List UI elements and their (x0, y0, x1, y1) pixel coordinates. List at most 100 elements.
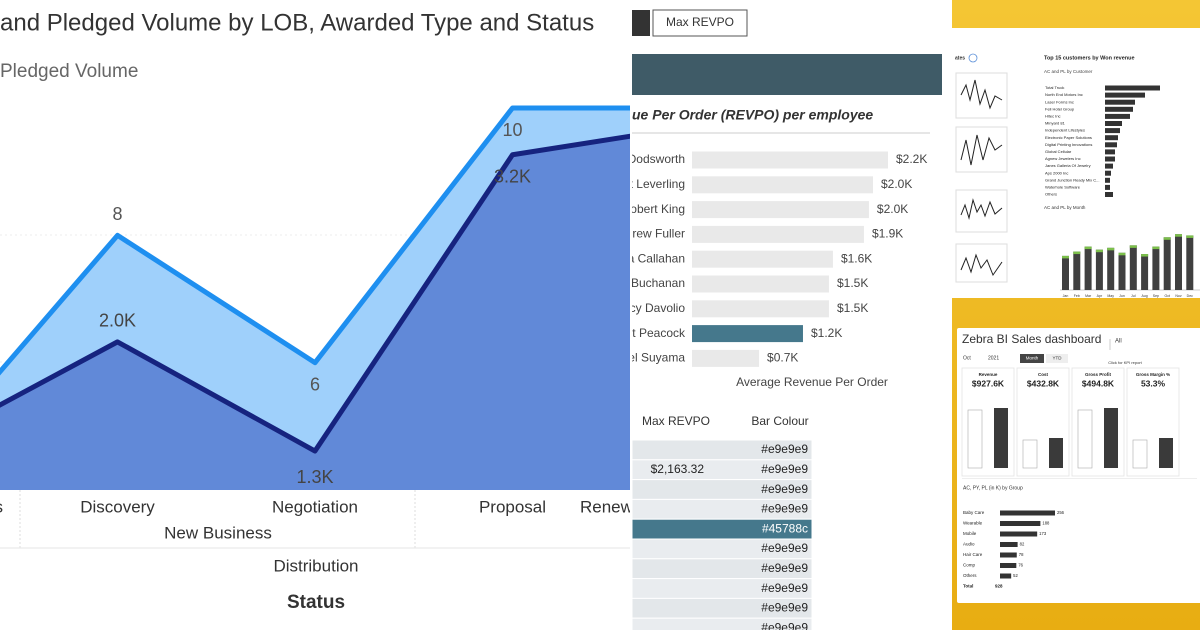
customer-bar (1105, 192, 1113, 197)
month-label: Jan (1063, 294, 1069, 298)
month-bar (1163, 237, 1171, 290)
category-label: t Leverling (630, 177, 685, 191)
table-cell: #e9e9e9 (761, 581, 808, 595)
group-label: Audio (963, 542, 975, 547)
category-label: Robert King (622, 202, 685, 216)
group-value: 78 (1019, 552, 1024, 557)
data-label: $1.2K (811, 326, 842, 340)
category-label: n Buchanan (621, 276, 685, 290)
month-bar (1095, 249, 1103, 290)
customer-bar (1105, 113, 1130, 119)
customer-label: Hitec Inc (1045, 113, 1061, 118)
period-label: 2021 (988, 355, 999, 361)
button-dark[interactable] (632, 10, 650, 36)
toggle-off[interactable] (1046, 354, 1068, 363)
bar (692, 151, 888, 169)
month-cap (1152, 246, 1160, 250)
customer-label: Waterhole Software (1045, 184, 1081, 189)
legend-label: Pledged Volume (0, 61, 138, 82)
divider (962, 478, 1197, 479)
card-title: Top 15 customers by Won revenue (1044, 55, 1135, 61)
category-label: Dodsworth (628, 152, 685, 166)
month-label: Feb (1074, 294, 1080, 298)
customer-label: Others (1045, 192, 1057, 197)
kpi-bar-ac (1049, 438, 1063, 468)
chart-title: ue Per Order (REVPO) per employee (632, 107, 873, 123)
kpi-bar-pl (1022, 439, 1038, 469)
customer-label: Total Truck (1045, 85, 1064, 90)
bar (692, 325, 803, 343)
group-label: Baby Care (963, 510, 985, 515)
area-line (0, 133, 630, 454)
month-bar (1152, 246, 1160, 290)
data-label: $0.7K (767, 351, 798, 365)
group-label: New Business (164, 523, 272, 542)
kpi-bar-ac (994, 408, 1008, 468)
category-label: a Callahan (628, 251, 685, 265)
data-label: 2.0K (99, 311, 136, 331)
month-cap (1118, 252, 1126, 256)
period-label: Oct (963, 355, 971, 361)
table-header: Bar Colour (751, 414, 808, 428)
customer-label: Laser Forms Inc (1045, 99, 1074, 104)
chart-title: AC and PL by Month (1044, 205, 1086, 210)
group-label: Mobile (963, 531, 977, 536)
spark-box (955, 189, 1008, 233)
month-cap (1095, 249, 1103, 253)
data-label: 3.2K (494, 167, 531, 187)
kpi-value: 53.3% (1141, 378, 1166, 388)
toggle-on[interactable] (1020, 354, 1044, 363)
zebra-panel: ates Top 15 customers by Won revenue AC an… (952, 0, 1200, 630)
kpi-bar-ac (1159, 438, 1173, 468)
customer-label: Global Cellular (1045, 149, 1072, 154)
button[interactable] (652, 9, 748, 37)
customer-bar (1105, 106, 1133, 112)
x-tick-label: Negotiation (272, 497, 358, 516)
info-icon[interactable] (968, 53, 978, 63)
x-tick-label: s (0, 497, 3, 516)
group-bar (1000, 542, 1018, 547)
group-value: 188 (1042, 521, 1050, 526)
month-bar (1141, 254, 1149, 290)
chart-title: and Pledged Volume by LOB, Awarded Type … (0, 9, 594, 36)
sparkline (960, 198, 1003, 220)
bar (692, 225, 864, 243)
kpi-bar-ac (1104, 408, 1118, 468)
axis-title: Average Revenue Per Order (736, 375, 888, 389)
sparkline (960, 253, 1003, 277)
table-header: Max REVPO (642, 414, 710, 428)
label: ates (955, 55, 965, 61)
customer-bar (1105, 92, 1145, 98)
customer-label: Aps 2000 Inc (1045, 170, 1068, 175)
month-cap (1062, 255, 1069, 259)
group-bar (1000, 531, 1038, 537)
month-bar (1129, 245, 1137, 290)
kpi-value: $927.6K (972, 378, 1005, 388)
month-label: Mar (1085, 294, 1092, 298)
month-bar (1073, 251, 1081, 290)
group-value: 256 (1057, 510, 1065, 515)
table-cell: #e9e9e9 (761, 462, 808, 476)
header-band (632, 54, 942, 95)
customer-label: Digital Printing Innovations (1045, 142, 1092, 147)
month-cap (1175, 234, 1182, 237)
customer-label: Agnew Jewelers Inc (1045, 156, 1081, 161)
spark-box (955, 126, 1008, 173)
table-cell: #e9e9e9 (761, 541, 808, 555)
customer-label: North End Motors Inc (1045, 92, 1083, 97)
month-bar (1107, 247, 1115, 290)
category-label: el Suyama (628, 351, 685, 365)
table-cell: #e9e9e9 (761, 442, 808, 456)
month-label: Apr (1097, 294, 1103, 298)
month-label: May (1107, 294, 1114, 298)
month-cap (1141, 254, 1149, 257)
month-label: Aug (1141, 294, 1147, 298)
customer-bar (1105, 170, 1111, 176)
bar-panel: Max REVPO ue Per Order (REVPO) per employ… (621, 0, 942, 630)
table-cell: #e9e9e9 (761, 620, 808, 630)
group-label: Hair Care (963, 552, 983, 557)
customer-label: Grand Junction Ready Mix C... (1045, 177, 1099, 182)
month-bar (1062, 255, 1069, 290)
